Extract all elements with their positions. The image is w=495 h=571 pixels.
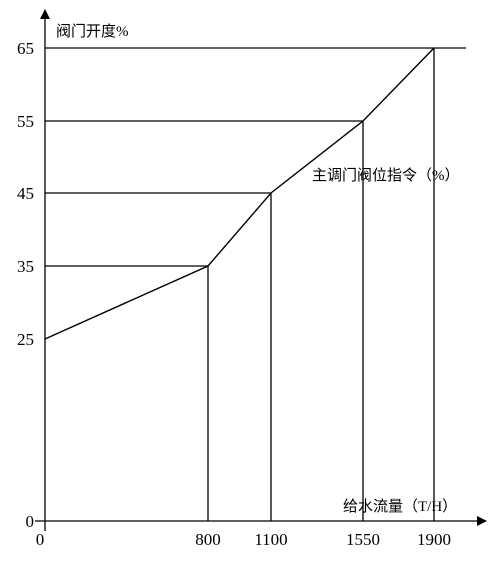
y-tick-label-45: 45 xyxy=(17,184,34,203)
x-tick-label-800: 800 xyxy=(195,530,221,549)
y-tick-label-55: 55 xyxy=(17,112,34,131)
x-tick-label-1550: 1550 xyxy=(346,530,380,549)
y-tick-labels: 0 25 35 45 55 65 xyxy=(17,39,34,531)
x-axis-label: 给水流量（T/H） xyxy=(343,498,457,515)
x-tick-label-0: 0 xyxy=(36,530,45,549)
series-group xyxy=(44,47,435,340)
reference-lines xyxy=(45,47,466,521)
y-tick-label-25: 25 xyxy=(17,330,34,349)
y-tick-label-35: 35 xyxy=(17,257,34,276)
x-tick-label-1100: 1100 xyxy=(254,530,287,549)
x-tick-label-1900: 1900 xyxy=(417,530,451,549)
y-axis-label: 阀门开度% xyxy=(56,23,129,40)
y-tick-label-65: 65 xyxy=(17,39,34,58)
y-tick-label-0: 0 xyxy=(26,512,35,531)
x-tick-labels: 0 800 1100 1550 1900 xyxy=(36,530,451,549)
series-annotation: 主调门阀位指令（%） xyxy=(312,167,460,184)
series-line xyxy=(44,47,435,340)
